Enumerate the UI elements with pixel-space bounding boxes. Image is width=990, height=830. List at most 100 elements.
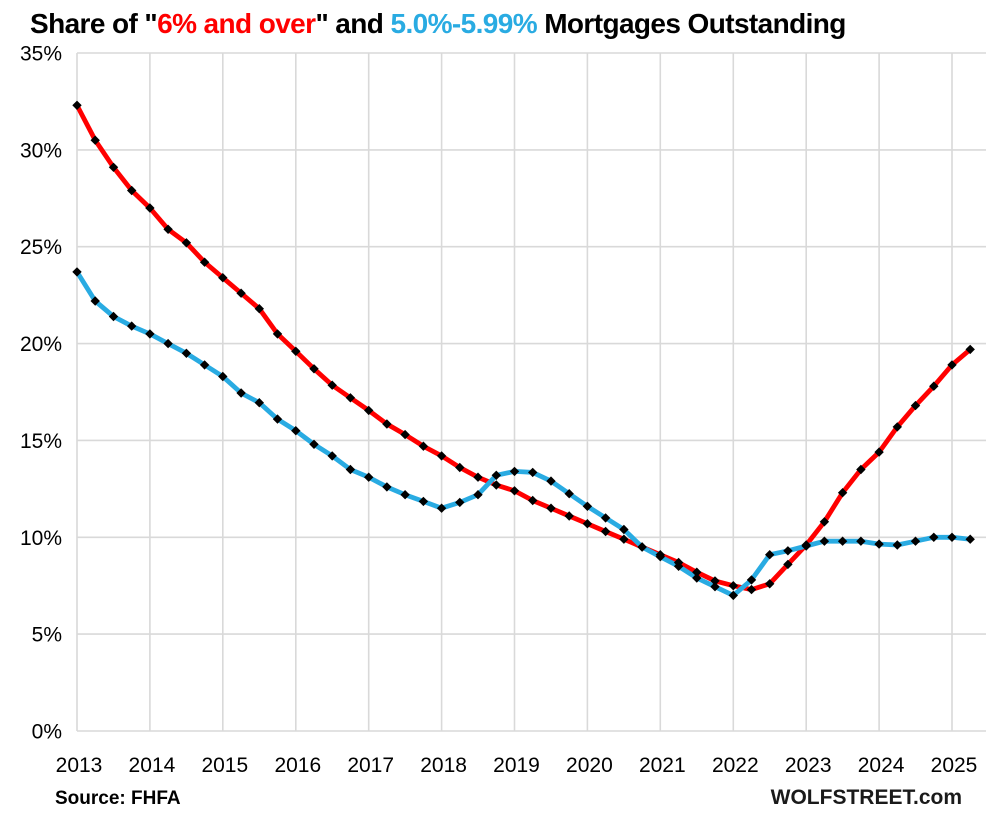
x-axis-tick-label: 2017	[347, 754, 394, 777]
data-point-marker-six-and-over	[892, 422, 902, 432]
data-point-marker-five-to-five99	[455, 497, 465, 508]
data-point-marker-six-and-over	[473, 472, 483, 482]
data-point-marker-six-and-over	[236, 288, 246, 298]
x-axis-tick-label: 2021	[639, 754, 686, 777]
data-point-marker-five-to-five99	[910, 536, 921, 546]
data-point-marker-five-to-five99	[309, 439, 319, 449]
data-point-marker-six-and-over	[327, 380, 337, 390]
data-point-marker-six-and-over	[509, 486, 520, 496]
y-axis-tick-label: 20%	[20, 333, 62, 356]
data-point-marker-five-to-five99	[856, 536, 866, 546]
data-point-marker-five-to-five99	[710, 582, 720, 592]
data-point-marker-six-and-over	[819, 517, 830, 527]
data-point-marker-five-to-five99	[72, 267, 82, 277]
data-point-marker-six-and-over	[418, 441, 429, 451]
watermark: WOLFSTREET.com	[771, 786, 962, 809]
data-point-marker-five-to-five99	[564, 489, 574, 499]
y-axis-tick-label: 15%	[20, 430, 62, 453]
data-point-marker-six-and-over	[108, 162, 119, 172]
data-point-marker-six-and-over	[455, 462, 465, 473]
data-point-marker-six-and-over	[145, 203, 155, 213]
data-point-marker-five-to-five99	[673, 561, 684, 571]
data-point-marker-six-and-over	[272, 329, 283, 339]
data-point-marker-six-and-over	[400, 429, 410, 440]
data-point-marker-five-to-five99	[327, 451, 337, 461]
chart-title: Share of "6% and over" and 5.0%-5.99% Mo…	[30, 8, 980, 40]
data-point-marker-six-and-over	[127, 185, 137, 196]
x-axis-tick-label: 2015	[201, 754, 248, 777]
data-point-marker-five-to-five99	[655, 552, 665, 562]
data-point-marker-six-and-over	[746, 584, 757, 595]
data-point-marker-six-and-over	[382, 419, 392, 429]
data-point-marker-five-to-five99	[546, 476, 556, 486]
plot-area: 35% 30% 25% 20% 15% 10% 5% 0% 2013 2014 2015 2016 20…	[20, 43, 986, 777]
data-point-marker-five-to-five99	[765, 550, 775, 560]
x-axis-tick-label: 2023	[785, 754, 832, 777]
data-point-marker-six-and-over	[837, 488, 848, 498]
data-point-marker-five-to-five99	[236, 388, 246, 398]
title-seg-6-and-over: 6% and over	[157, 8, 316, 39]
y-axis-tick-label: 35%	[20, 43, 62, 66]
data-point-marker-five-to-five99	[509, 466, 520, 477]
data-point-marker-five-to-five99	[163, 338, 173, 349]
data-point-marker-five-to-five99	[892, 540, 902, 550]
data-point-marker-six-and-over	[364, 405, 374, 416]
x-axis-tick-label: 2014	[129, 754, 176, 777]
data-point-marker-five-to-five99	[199, 360, 210, 370]
data-point-marker-six-and-over	[783, 559, 793, 570]
y-axis-tick-label: 25%	[20, 236, 62, 259]
y-axis-tick-label: 30%	[20, 139, 62, 162]
data-point-marker-five-to-five99	[837, 536, 848, 546]
x-axis-tick-label: 2024	[858, 754, 905, 777]
data-point-marker-five-to-five99	[600, 513, 611, 523]
x-axis-tick-label: 2018	[420, 754, 467, 777]
data-point-marker-five-to-five99	[929, 532, 939, 542]
data-point-marker-five-to-five99	[254, 398, 264, 408]
data-point-marker-six-and-over	[90, 135, 100, 145]
x-axis-tick-label: 2020	[566, 754, 613, 777]
data-point-marker-six-and-over	[491, 480, 501, 490]
data-point-marker-six-and-over	[163, 224, 173, 234]
y-axis-tick-label: 5%	[32, 624, 62, 647]
data-point-marker-six-and-over	[181, 238, 192, 248]
data-point-marker-five-to-five99	[473, 490, 483, 500]
data-point-marker-six-and-over	[199, 257, 210, 267]
data-point-marker-five-to-five99	[528, 467, 538, 478]
data-point-marker-five-to-five99	[291, 426, 301, 436]
data-point-marker-five-to-five99	[874, 539, 884, 549]
x-axis-tick-label: 2016	[274, 754, 321, 777]
data-point-marker-six-and-over	[218, 273, 228, 283]
x-axis-tick-label: 2013	[56, 754, 103, 777]
data-point-marker-five-to-five99	[819, 536, 830, 546]
x-axis-tick-label: 2025	[931, 754, 978, 777]
data-point-marker-six-and-over	[345, 393, 356, 403]
data-point-marker-five-to-five99	[619, 524, 629, 535]
data-point-marker-five-to-five99	[272, 414, 283, 424]
data-point-marker-five-to-five99	[947, 532, 957, 542]
data-point-marker-six-and-over	[874, 447, 884, 457]
data-point-marker-six-and-over	[436, 451, 447, 461]
title-seg-5-range: 5.0%-5.99%	[390, 8, 538, 39]
data-point-marker-five-to-five99	[218, 371, 228, 382]
title-seg-and: " and	[315, 8, 391, 39]
title-seg-mortgages: Mortgages Outstanding	[537, 8, 846, 39]
data-point-marker-six-and-over	[710, 576, 720, 586]
data-point-marker-five-to-five99	[491, 470, 501, 480]
data-point-marker-five-to-five99	[801, 541, 811, 551]
data-point-marker-five-to-five99	[181, 348, 192, 358]
data-point-marker-five-to-five99	[400, 490, 410, 500]
series-line-six-and-over	[74, 102, 973, 592]
data-point-marker-five-to-five99	[965, 534, 975, 544]
data-point-marker-five-to-five99	[746, 575, 757, 585]
data-point-marker-five-to-five99	[637, 542, 647, 552]
data-point-marker-six-and-over	[72, 100, 82, 110]
data-point-marker-six-and-over	[254, 304, 264, 314]
data-point-marker-six-and-over	[564, 511, 574, 521]
data-point-marker-five-to-five99	[728, 590, 738, 601]
data-point-marker-five-to-five99	[418, 496, 429, 507]
data-point-marker-six-and-over	[856, 464, 866, 475]
data-point-marker-six-and-over	[692, 567, 702, 577]
data-point-marker-six-and-over	[947, 360, 957, 370]
data-point-marker-six-and-over	[309, 364, 319, 374]
